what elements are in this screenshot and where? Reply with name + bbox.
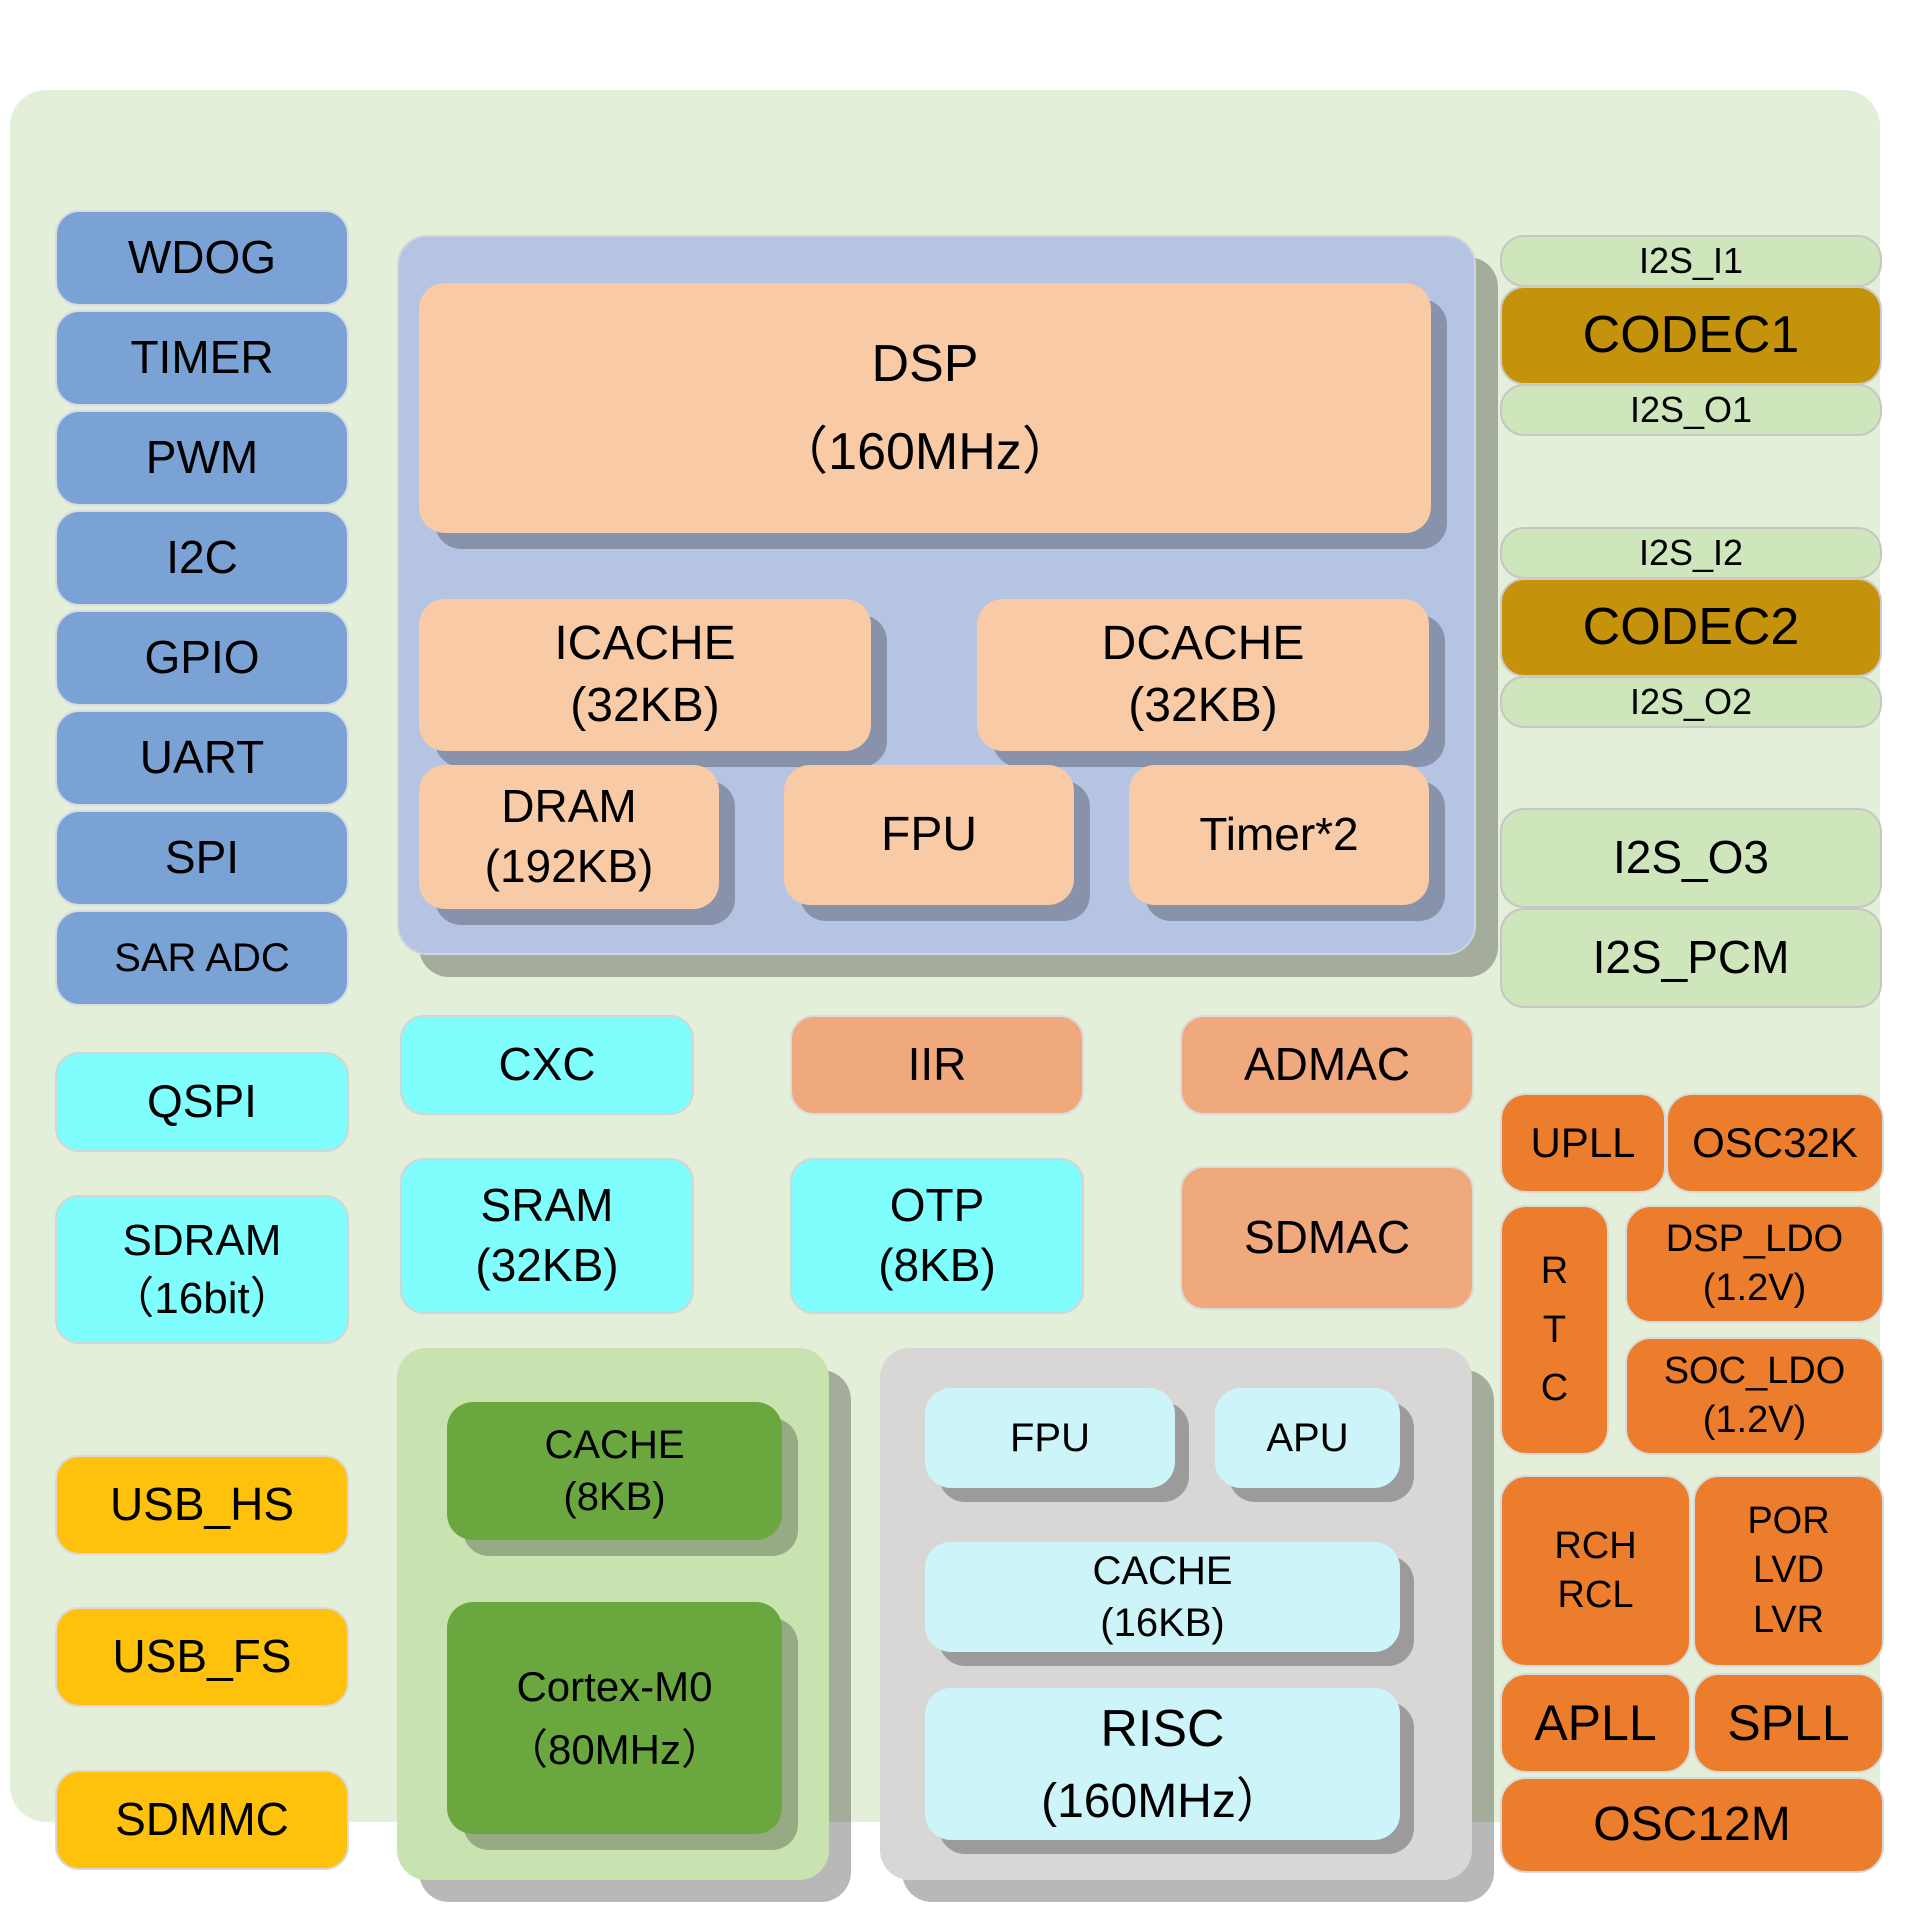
block-risc-line2: (160MHz） [1041, 1774, 1284, 1828]
block-usb-fs: USB_FS [55, 1607, 349, 1707]
block-cortex-m0-line1: Cortex-M0 [516, 1663, 713, 1710]
block-risc: RISC (160MHz） [925, 1688, 1400, 1840]
block-gpio: GPIO [55, 610, 349, 706]
block-risc-line1: RISC [1100, 1699, 1225, 1758]
block-otp-line2: (8KB) [878, 1239, 996, 1291]
block-uart: UART [55, 710, 349, 806]
block-icache-line1: ICACHE [554, 616, 736, 670]
block-i2s-o3: I2S_O3 [1500, 808, 1882, 908]
block-dcache-line2: (32KB) [1128, 679, 1278, 732]
block-otp: OTP (8KB) [790, 1158, 1084, 1314]
block-apll: APLL [1500, 1673, 1691, 1773]
block-risc-apu: APU [1215, 1388, 1400, 1488]
block-codec1: CODEC1 [1500, 286, 1882, 385]
block-spll: SPLL [1693, 1673, 1884, 1773]
block-upll: UPLL [1500, 1093, 1666, 1193]
block-otp-line1: OTP [889, 1179, 985, 1232]
cortex-m0-cluster: CACHE (8KB) Cortex-M0 （80MHz） [397, 1348, 829, 1880]
block-i2s-o2: I2S_O2 [1500, 676, 1882, 728]
block-por-line1: POR [1747, 1499, 1830, 1542]
block-sdram: SDRAM （16bit） [55, 1195, 349, 1344]
chip-panel: WDOG TIMER PWM I2C GPIO UART SPI SAR ADC… [10, 90, 1884, 1880]
block-soc-ldo-line2: (1.2V) [1702, 1399, 1807, 1441]
risc-cluster: FPU APU CACHE (16KB) RISC (160MHz） [880, 1348, 1472, 1880]
block-sram-line2: (32KB) [475, 1239, 619, 1291]
block-icache-line2: (32KB) [570, 679, 720, 732]
block-i2s-i2: I2S_I2 [1500, 527, 1882, 579]
block-por-lvd-lvr: POR LVD LVR [1693, 1475, 1884, 1667]
block-cortex-m0: Cortex-M0 （80MHz） [447, 1602, 782, 1834]
block-rch-line1: RCH [1554, 1524, 1637, 1567]
block-risc-cache: CACHE (16KB) [925, 1542, 1400, 1652]
block-m0-cache: CACHE (8KB) [447, 1402, 782, 1540]
block-por-line2: LVD [1752, 1549, 1825, 1592]
block-sar-adc: SAR ADC [55, 910, 349, 1006]
block-cxc: CXC [400, 1015, 694, 1115]
block-m0-cache-line1: CACHE [544, 1423, 685, 1467]
block-risc-cache-line2: (16KB) [1100, 1601, 1225, 1645]
block-rtc-letter-c: C [1540, 1367, 1569, 1410]
block-m0-cache-line2: (8KB) [563, 1475, 666, 1519]
block-iir: IIR [790, 1015, 1084, 1115]
block-spi: SPI [55, 810, 349, 906]
block-dsp-fpu: FPU [784, 765, 1074, 905]
block-sram-line1: SRAM [480, 1179, 614, 1232]
block-dsp-ldo: DSP_LDO (1.2V) [1625, 1205, 1884, 1323]
block-dsp-line1: DSP [871, 334, 979, 393]
block-dsp-ldo-line2: (1.2V) [1702, 1267, 1807, 1309]
block-rtc-letter-r: R [1540, 1249, 1569, 1292]
block-sdmmc: SDMMC [55, 1770, 349, 1870]
block-i2c: I2C [55, 510, 349, 606]
block-osc32k: OSC32K [1666, 1093, 1884, 1193]
block-soc-ldo: SOC_LDO (1.2V) [1625, 1337, 1884, 1455]
block-dsp: DSP （160MHz） [419, 283, 1431, 533]
block-rtc-letter-t: T [1542, 1308, 1567, 1351]
block-qspi: QSPI [55, 1052, 349, 1152]
block-icache: ICACHE (32KB) [419, 599, 871, 751]
block-i2s-i1: I2S_I1 [1500, 235, 1882, 287]
block-risc-fpu: FPU [925, 1388, 1175, 1488]
dsp-cluster: DSP （160MHz） ICACHE (32KB) DCACHE (32KB)… [397, 235, 1476, 955]
block-dram: DRAM (192KB) [419, 765, 719, 909]
block-dsp-ldo-line1: DSP_LDO [1665, 1217, 1844, 1260]
block-por-line3: LVR [1752, 1598, 1825, 1641]
block-rch-line2: RCL [1557, 1574, 1634, 1616]
block-wdog: WDOG [55, 210, 349, 306]
block-codec2: CODEC2 [1500, 578, 1882, 677]
block-admac: ADMAC [1180, 1015, 1474, 1115]
block-sdram-line2: （16bit） [110, 1273, 294, 1323]
block-dcache-line1: DCACHE [1101, 616, 1305, 670]
block-sram: SRAM (32KB) [400, 1158, 694, 1314]
block-soc-ldo-line1: SOC_LDO [1663, 1349, 1846, 1392]
block-cortex-m0-line2: （80MHz） [505, 1726, 724, 1773]
block-i2s-o1: I2S_O1 [1500, 384, 1882, 436]
block-osc12m: OSC12M [1500, 1777, 1884, 1873]
block-dram-line1: DRAM [501, 780, 637, 833]
block-dram-line2: (192KB) [484, 840, 654, 892]
block-rtc: R T C [1500, 1205, 1609, 1455]
block-dcache: DCACHE (32KB) [977, 599, 1429, 751]
block-timer: TIMER [55, 310, 349, 406]
block-sdram-line1: SDRAM [122, 1216, 282, 1266]
block-usb-hs: USB_HS [55, 1455, 349, 1555]
block-dsp-line2: （160MHz） [776, 423, 1074, 481]
block-rch-rcl: RCH RCL [1500, 1475, 1691, 1667]
block-risc-cache-line1: CACHE [1092, 1549, 1233, 1593]
block-timer-x2: Timer*2 [1129, 765, 1429, 905]
block-i2s-pcm: I2S_PCM [1500, 908, 1882, 1008]
block-sdmac: SDMAC [1180, 1166, 1474, 1310]
block-pwm: PWM [55, 410, 349, 506]
